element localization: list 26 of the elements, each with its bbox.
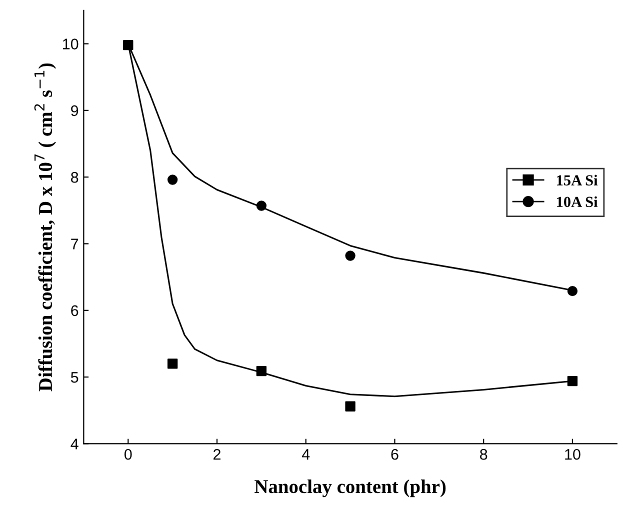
point [345,250,356,261]
point [167,174,178,185]
x-tick-label: 8 [480,448,488,460]
legend-label: 10A Si [557,196,598,208]
x-tick-label: 10 [565,448,580,460]
x-tick-label: 2 [214,448,220,460]
y-tick-label: 4 [70,438,78,450]
y-axis-title: Diffusion coefficient, D x 10$^{7}$ ( cm$^{2}$ s$^{−1}$) [34,63,56,392]
point [167,358,178,369]
y-tick-label: 6 [71,305,78,316]
point [256,200,267,211]
point [256,366,267,376]
y-tick-label: 5 [70,372,78,383]
y-tick-label: 9 [71,105,78,116]
point [345,401,356,412]
point [567,376,578,386]
x-tick-label: 6 [391,448,398,460]
y-tick-label: 7 [71,238,78,250]
point [567,286,578,296]
y-tick-label: 8 [71,172,78,183]
y-tick-label: 10 [63,38,78,50]
legend-label: 15A Si [557,174,598,186]
point [123,40,134,50]
x-axis-title: Nanoclay content (phr) [254,479,446,498]
x-tick-label: 4 [302,449,310,460]
x-tick-label: 0 [124,448,132,460]
